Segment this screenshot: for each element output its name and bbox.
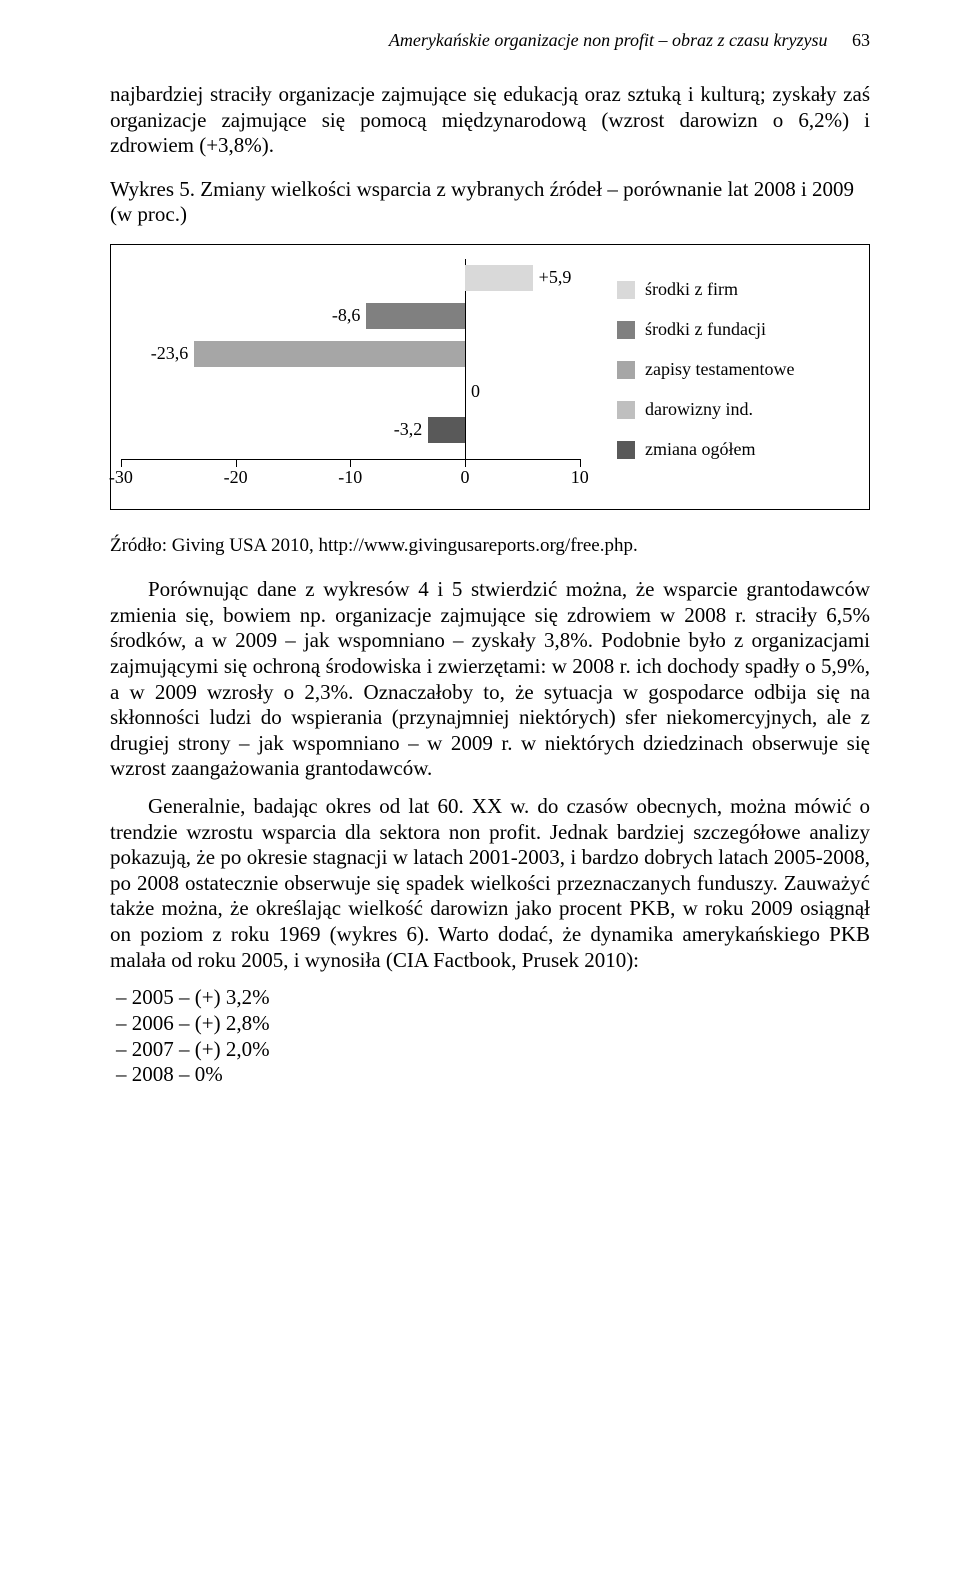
chart-bar-label: +5,9 bbox=[539, 267, 572, 289]
chart-bar-label: -23,6 bbox=[151, 343, 189, 365]
x-tick-label: -10 bbox=[338, 467, 362, 489]
chart-bar-label: 0 bbox=[471, 381, 480, 403]
chart-container: -30 -20 -10 0 10 +5,9 -8,6 -23,6 0 -3,2 środki z … bbox=[110, 244, 870, 510]
running-title: Amerykańskie organizacje non profit – ob… bbox=[389, 30, 828, 50]
legend-swatch bbox=[617, 281, 635, 299]
legend-swatch bbox=[617, 361, 635, 379]
legend-item: środki z firm bbox=[617, 279, 859, 301]
list-item: 2007 – (+) 2,0% bbox=[110, 1037, 870, 1063]
body-paragraph-2: Generalnie, badając okres od lat 60. XX … bbox=[110, 794, 870, 973]
x-tick bbox=[121, 459, 122, 467]
body-paragraph-1: Porównując dane z wykresów 4 i 5 stwierd… bbox=[110, 577, 870, 782]
chart-plot-area: -30-20-10010+5,9-8,6-23,60-3,2 bbox=[121, 259, 581, 499]
x-tick-label: 10 bbox=[571, 467, 589, 489]
page-number: 63 bbox=[852, 30, 870, 50]
legend-label: środki z fundacji bbox=[645, 319, 766, 341]
pkb-list: 2005 – (+) 3,2%2006 – (+) 2,8%2007 – (+)… bbox=[110, 985, 870, 1087]
chart-source: Źródło: Giving USA 2010, http://www.givi… bbox=[110, 534, 870, 557]
chart-bar-label: -8,6 bbox=[332, 305, 361, 327]
chart-bar-label: -3,2 bbox=[394, 419, 423, 441]
x-tick-label: -30 bbox=[109, 467, 133, 489]
list-item: 2006 – (+) 2,8% bbox=[110, 1011, 870, 1037]
legend-swatch bbox=[617, 441, 635, 459]
chart-bar bbox=[465, 265, 533, 291]
legend-label: środki z firm bbox=[645, 279, 738, 301]
legend-label: darowizny ind. bbox=[645, 399, 753, 421]
legend-swatch bbox=[617, 401, 635, 419]
legend-swatch bbox=[617, 321, 635, 339]
chart-bar bbox=[366, 303, 465, 329]
chart-legend: środki z firm środki z fundacji zapisy tes… bbox=[581, 279, 859, 479]
chart-title: Wykres 5. Zmiany wielkości wsparcia z wy… bbox=[110, 177, 870, 228]
list-item: 2008 – 0% bbox=[110, 1062, 870, 1088]
intro-paragraph: najbardziej straciły organizacje zajmują… bbox=[110, 82, 870, 159]
x-tick bbox=[236, 459, 237, 467]
chart-bar bbox=[428, 417, 465, 443]
x-tick bbox=[465, 459, 466, 467]
legend-item: zmiana ogółem bbox=[617, 439, 859, 461]
x-tick-label: 0 bbox=[461, 467, 470, 489]
legend-item: darowizny ind. bbox=[617, 399, 859, 421]
x-tick-label: -20 bbox=[224, 467, 248, 489]
legend-item: zapisy testamentowe bbox=[617, 359, 859, 381]
legend-item: środki z fundacji bbox=[617, 319, 859, 341]
x-tick bbox=[580, 459, 581, 467]
legend-label: zmiana ogółem bbox=[645, 439, 755, 461]
legend-label: zapisy testamentowe bbox=[645, 359, 794, 381]
chart-bar bbox=[194, 341, 465, 367]
running-header: Amerykańskie organizacje non profit – ob… bbox=[110, 30, 870, 52]
x-tick bbox=[350, 459, 351, 467]
list-item: 2005 – (+) 3,2% bbox=[110, 985, 870, 1011]
